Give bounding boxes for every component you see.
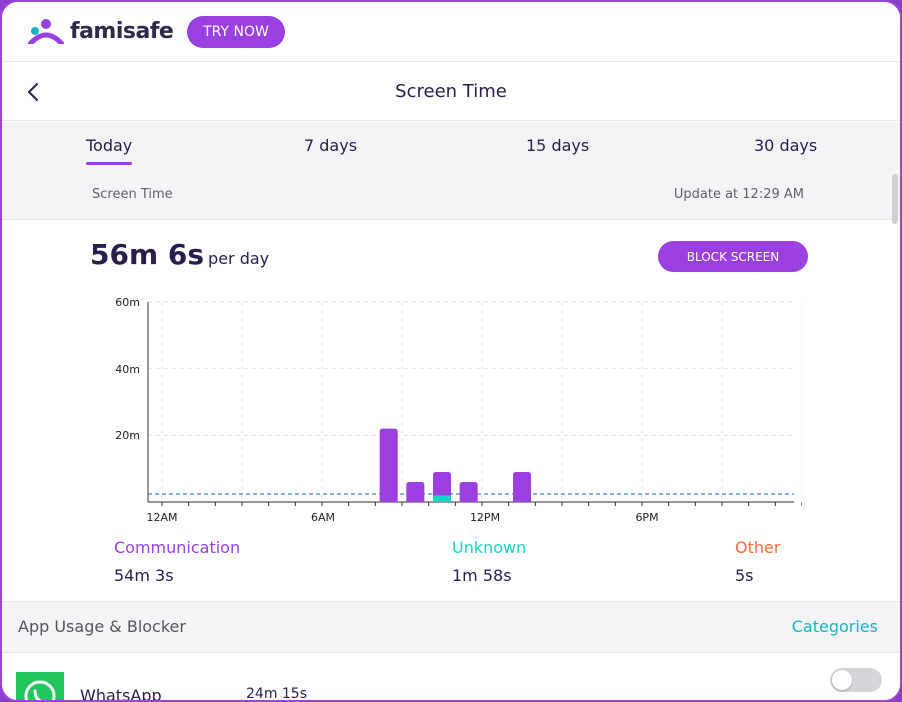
bar-communication [513, 472, 531, 502]
toggle-knob [832, 670, 852, 690]
bar-communication [433, 472, 451, 502]
y-tick-20m: 20m [115, 429, 140, 442]
x-tick-12pm: 12PM [470, 511, 500, 524]
app-usage-time: 24m 15s [246, 686, 308, 702]
tab-15-days[interactable]: 15 days [526, 136, 590, 155]
x-tick-6am: 6AM [311, 511, 335, 524]
bar-communication [406, 482, 425, 502]
whatsapp-glyph-icon [24, 680, 56, 700]
bar-communication [459, 482, 478, 502]
bar-unknown [433, 495, 451, 502]
whatsapp-icon [16, 672, 64, 700]
chart-bars [379, 428, 531, 502]
y-axis-labels: 60m 40m 20m [115, 296, 140, 442]
legend-other-name: Other [735, 538, 781, 557]
tab-30-days[interactable]: 30 days [754, 136, 818, 155]
block-screen-button[interactable]: BLOCK SCREEN [658, 241, 808, 272]
legend-communication-value: 54m 3s [114, 566, 174, 585]
legend-unknown: Unknown 1m 58s [452, 538, 526, 585]
app-usage-title: App Usage & Blocker [18, 617, 186, 636]
try-now-button[interactable]: TRY NOW [187, 16, 285, 48]
total-unit: per day [208, 249, 270, 268]
period-tabs-area: Today 7 days 15 days 30 days Screen Time… [2, 122, 900, 220]
page-header: Screen Time [2, 63, 900, 121]
legend-other: Other 5s [735, 538, 780, 585]
x-tick-12am: 12AM [146, 511, 177, 524]
block-toggle[interactable] [830, 668, 882, 692]
logo-text: famisafe [70, 18, 174, 44]
back-arrow-icon[interactable] [22, 80, 46, 104]
app-usage-header: App Usage & Blocker Categories [2, 601, 900, 653]
tab-7-days[interactable]: 7 days [304, 136, 358, 155]
bar-communication [379, 428, 398, 502]
chart-grid [147, 301, 802, 506]
famisafe-logo-icon [28, 19, 64, 44]
app-name: WhatsApp [80, 686, 162, 702]
page-title: Screen Time [395, 81, 507, 102]
legend-communication-name: Communication [114, 538, 241, 557]
categories-link[interactable]: Categories [791, 617, 878, 636]
screen-time-chart: 60m 40m 20m 12AM 6AM 12PM 6PM [115, 296, 802, 524]
app-row-whatsapp[interactable]: WhatsApp 24m 15s [2, 654, 900, 702]
screen-time-label: Screen Time [92, 187, 173, 202]
legend-unknown-name: Unknown [452, 538, 527, 557]
x-tick-6pm: 6PM [635, 511, 658, 524]
x-axis-labels: 12AM 6AM 12PM 6PM [146, 511, 658, 524]
tab-today[interactable]: Today [86, 136, 133, 165]
top-bar: famisafe TRY NOW [2, 2, 900, 62]
daily-total: 56m 6s per day [90, 238, 269, 271]
y-tick-60m: 60m [115, 296, 140, 309]
famisafe-logo[interactable]: famisafe [28, 18, 174, 44]
legend-unknown-value: 1m 58s [452, 566, 512, 585]
total-value: 56m 6s [90, 238, 205, 271]
update-time: Update at 12:29 AM [673, 187, 804, 202]
scrollbar[interactable] [892, 174, 898, 224]
legend-other-value: 5s [735, 566, 754, 585]
legend-communication: Communication 54m 3s [114, 538, 240, 585]
y-tick-40m: 40m [115, 363, 140, 376]
